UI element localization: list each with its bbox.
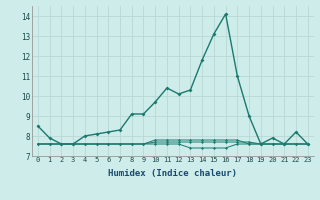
X-axis label: Humidex (Indice chaleur): Humidex (Indice chaleur) [108,169,237,178]
